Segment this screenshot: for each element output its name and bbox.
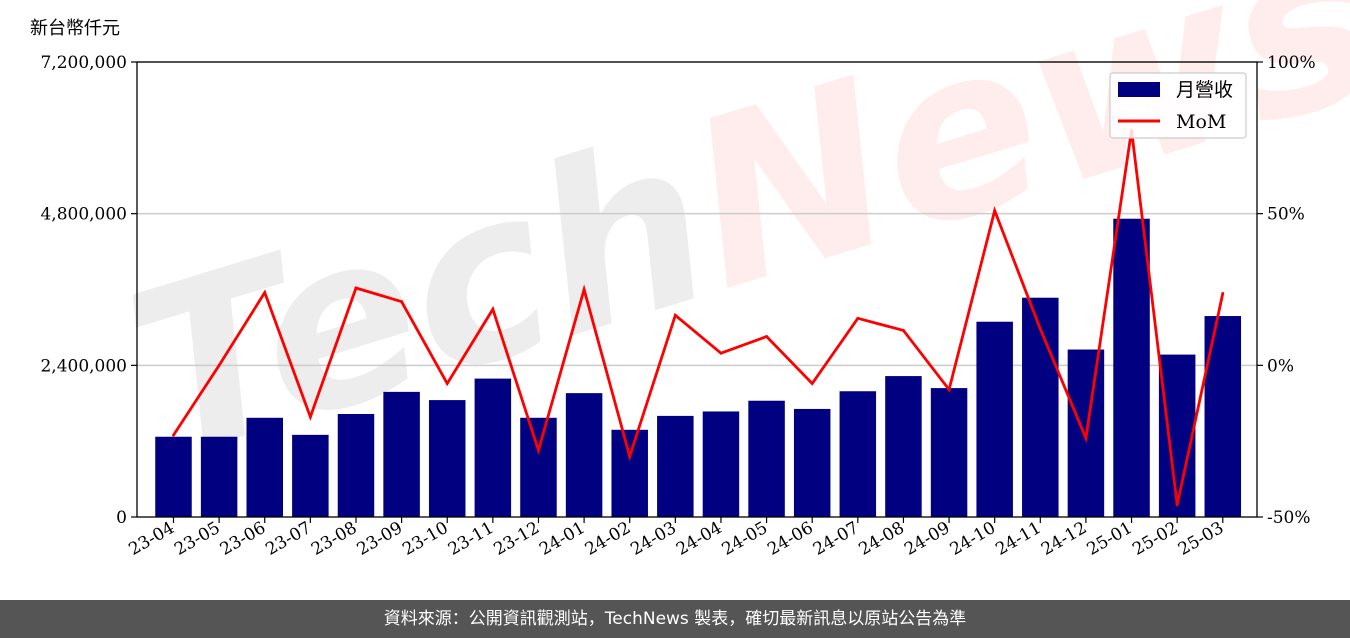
mom-line bbox=[172, 130, 1225, 506]
legend: 月營收 MoM bbox=[1109, 72, 1247, 139]
x-tick-label: 24-05 bbox=[719, 518, 771, 560]
mom-point bbox=[582, 288, 586, 291]
mom-point bbox=[628, 454, 632, 458]
x-tick-label: 24-01 bbox=[536, 518, 588, 560]
legend-label-mom: MoM bbox=[1176, 111, 1226, 133]
right-tick-label: 100% bbox=[1267, 53, 1316, 73]
bar-series bbox=[155, 218, 1242, 517]
bar bbox=[246, 417, 283, 517]
bar bbox=[565, 393, 603, 517]
mom-point bbox=[810, 382, 814, 385]
source-footer: 資料來源：公開資訊觀測站，TechNews 製表，確切最新訊息以原站公告為準 bbox=[0, 600, 1350, 638]
x-tick-label: 23-05 bbox=[171, 518, 223, 560]
x-tick-label: 25-01 bbox=[1084, 518, 1136, 560]
bar bbox=[428, 400, 466, 517]
bar bbox=[1022, 297, 1059, 517]
bar bbox=[611, 429, 648, 517]
bar bbox=[885, 376, 922, 517]
mom-point bbox=[172, 433, 175, 437]
plot-frame bbox=[136, 61, 1258, 518]
y-axis-unit-label: 新台幣仟元 bbox=[30, 18, 120, 39]
bar bbox=[702, 411, 740, 517]
left-tick-label: 7,200,000 bbox=[40, 53, 127, 73]
x-tick-label: 24-02 bbox=[582, 518, 634, 560]
mom-point bbox=[263, 291, 267, 294]
bar bbox=[292, 434, 329, 517]
bar bbox=[839, 391, 877, 517]
mom-point bbox=[1175, 503, 1179, 507]
mom-point bbox=[719, 351, 723, 355]
x-tick-label: 24-09 bbox=[901, 518, 953, 560]
bar bbox=[200, 436, 238, 517]
x-tick-label: 23-08 bbox=[308, 518, 360, 560]
bar bbox=[748, 400, 785, 517]
mom-point bbox=[217, 363, 221, 367]
x-tick-label: 24-03 bbox=[627, 518, 679, 560]
bar bbox=[1158, 354, 1196, 517]
x-tick-label: 23-06 bbox=[217, 518, 269, 560]
right-tick-label: -50% bbox=[1267, 508, 1311, 528]
x-tick-label: 24-08 bbox=[855, 518, 907, 560]
bar bbox=[474, 378, 512, 517]
legend-bar-swatch bbox=[1118, 82, 1160, 97]
watermark-part-2: News bbox=[661, 0, 1350, 342]
bar bbox=[155, 436, 192, 517]
x-tick-label: 24-12 bbox=[1038, 518, 1090, 560]
mom-point bbox=[491, 307, 495, 311]
x-tick-label: 25-03 bbox=[1175, 518, 1227, 560]
mom-point bbox=[445, 382, 449, 385]
bar bbox=[657, 415, 694, 517]
mom-point bbox=[308, 415, 312, 419]
left-tick-label: 4,800,000 bbox=[40, 205, 127, 225]
bar bbox=[1113, 218, 1150, 517]
x-tick-label: 23-12 bbox=[491, 518, 543, 560]
legend-label-revenue: 月營收 bbox=[1176, 79, 1233, 101]
x-tick-label: 25-02 bbox=[1129, 518, 1181, 560]
revenue-chart: TechNews 02,400,0004,800,0007,200,000-50… bbox=[40, 0, 1350, 560]
bar bbox=[337, 413, 375, 517]
mom-point bbox=[947, 388, 951, 391]
mom-point bbox=[354, 286, 358, 290]
x-tick-label: 23-10 bbox=[399, 518, 451, 560]
bar bbox=[383, 391, 420, 517]
x-tick-label: 24-07 bbox=[810, 518, 862, 560]
bar bbox=[793, 408, 831, 517]
mom-point bbox=[400, 300, 404, 304]
x-tick-label: 23-11 bbox=[445, 518, 497, 560]
mom-point bbox=[537, 448, 540, 452]
mom-point bbox=[765, 335, 768, 338]
mom-point bbox=[1084, 436, 1088, 440]
x-tick-label: 23-04 bbox=[126, 518, 178, 560]
right-tick-label: 0% bbox=[1267, 356, 1294, 376]
mom-point bbox=[673, 313, 677, 317]
bar bbox=[930, 388, 968, 517]
left-tick-label: 2,400,000 bbox=[40, 356, 127, 376]
x-tick-label: 24-06 bbox=[764, 518, 816, 560]
left-tick-label: 0 bbox=[116, 508, 127, 528]
bar bbox=[976, 321, 1013, 517]
mom-point bbox=[856, 316, 860, 320]
x-tick-label: 23-07 bbox=[262, 518, 314, 560]
mom-point bbox=[1221, 292, 1225, 295]
bar bbox=[520, 417, 557, 517]
x-tick-label: 24-11 bbox=[992, 518, 1044, 560]
x-tick-label: 24-04 bbox=[673, 518, 725, 560]
axes: 0 2,400,000 4,800,000 7,200,000 -50% 0% 50% 100… bbox=[40, 53, 1315, 560]
mom-point bbox=[1038, 327, 1042, 331]
right-tick-label: 50% bbox=[1267, 205, 1305, 225]
x-tick-label: 23-09 bbox=[354, 518, 406, 560]
mom-point bbox=[902, 329, 905, 332]
mom-point bbox=[993, 209, 997, 213]
x-tick-label: 24-10 bbox=[947, 518, 999, 560]
